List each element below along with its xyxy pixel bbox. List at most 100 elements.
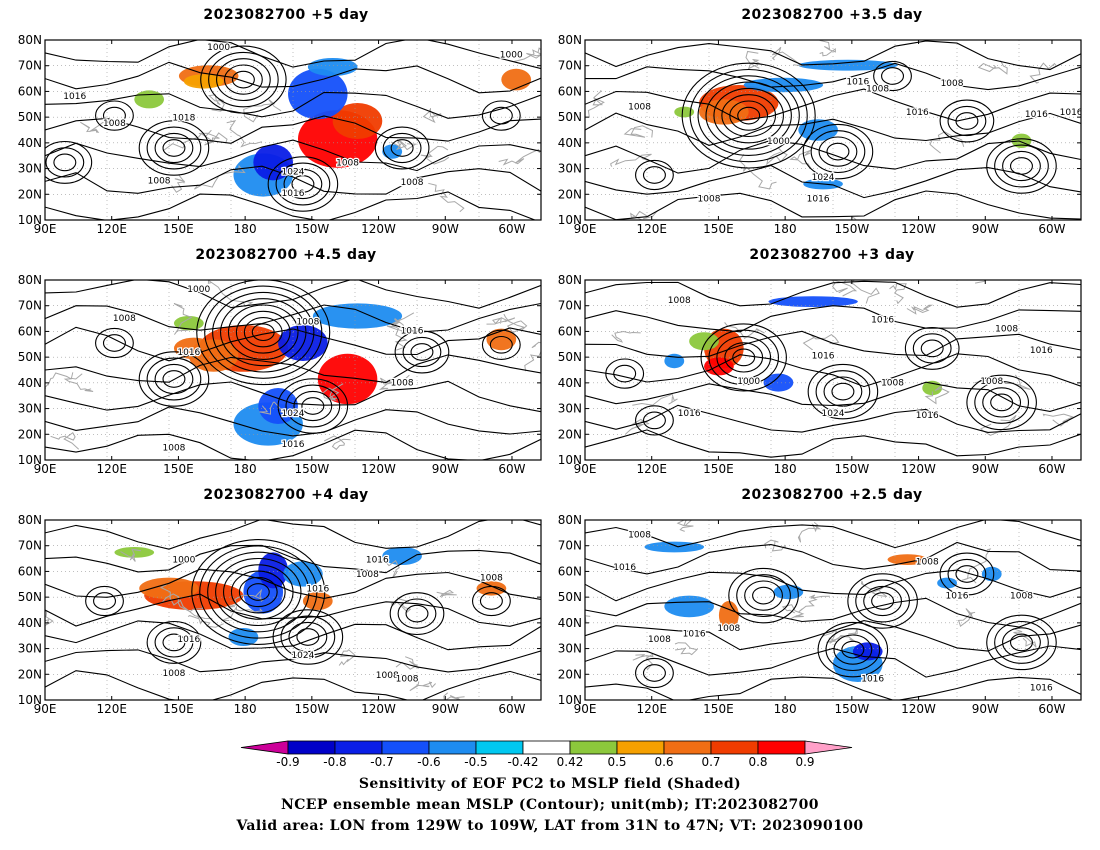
lat-label: 40N [558,136,582,150]
panel-title-3: 2023082700 +4.5 day [195,247,377,263]
isobar-contour [1009,633,1033,652]
isobar-contour [45,380,541,413]
panel-title-4: 2023082700 +3 day [749,247,915,263]
coastline [797,522,822,543]
isobar-contour [585,520,1081,549]
coastline [367,557,400,579]
isobar-contour [737,106,761,125]
contour-label: 1000 [737,377,760,387]
lon-label: 180 [774,222,797,236]
sensitivity-shading [887,554,928,565]
isobar-contour [708,329,780,386]
isobar-contour [251,323,275,342]
isobar-contour [994,144,1049,188]
lon-label: 60W [498,222,525,236]
coastline [222,605,263,621]
sensitivity-shading [689,332,719,351]
isobar-contour [585,139,1081,174]
lat-label: 50N [18,350,42,364]
isobar-contour [227,304,299,360]
isobar-contour [199,545,318,639]
isobar-contour [705,81,792,150]
contour-label: 1000 [207,43,230,53]
sensitivity-shading [114,547,155,558]
lon-label: 60W [498,702,525,716]
isobar-contour [815,370,871,414]
coastline [378,374,410,391]
contour-label: 1008 [980,377,1003,387]
lat-label: 10N [18,693,42,707]
contour-label: 1008 [717,624,740,634]
isobar-contour [585,429,1081,458]
contour-label: 1024 [282,167,305,177]
isobar-contour [881,67,905,85]
isobar-contour [713,87,784,144]
contour-label: 1008 [480,574,503,584]
lon-label: 120E [636,222,667,236]
isobar-contour [481,100,521,131]
isobar-contour [966,374,1037,431]
isobar-contour [994,620,1049,664]
coastline [391,312,415,351]
isobar-contour [95,327,134,359]
coastline [632,653,654,671]
sensitivity-shading [763,373,794,392]
isobar-contour [374,126,430,170]
isobar-contour [732,348,756,367]
lat-label: 30N [18,642,42,656]
isobar-contour [1009,157,1033,175]
map-frame [584,39,1082,221]
isobar-contour [45,139,541,172]
colorbar-label: -0.8 [323,755,346,769]
coastline [826,628,858,643]
coastline [843,280,880,304]
contour-label: 1008 [916,557,939,567]
contour-label: 1008 [628,103,651,113]
coastline [674,642,699,656]
isobar-contour [45,115,541,144]
isobar-contour [146,126,202,170]
lat-label: 40N [18,376,42,390]
sensitivity-shading [798,119,838,141]
coastline [723,322,765,339]
lon-label: 90W [972,462,999,476]
isobar-contour [873,60,912,92]
lat-label: 50N [18,590,42,604]
isobar-contour [955,112,979,130]
isobar-contour [825,628,881,672]
isobar-contour [216,58,271,102]
isobar-contour [823,376,863,407]
isobar-contour [402,336,442,368]
lat-label: 80N [18,33,42,47]
isobar-contour [288,621,328,653]
lon-label: 120E [636,462,667,476]
contour-label: 1008 [881,379,904,389]
sensitivity-shading [773,584,804,600]
contour-label: 1008 [163,669,186,679]
colorbar-label: 0.7 [701,755,720,769]
isobar-contour [635,159,674,191]
lat-label: 30N [18,402,42,416]
coastline [338,649,356,666]
contour-label: 1016 [916,411,939,421]
coastline [611,330,641,343]
lat-label: 50N [558,350,582,364]
isobar-contour [871,592,895,610]
isobar-contour [990,393,1014,412]
lat-label: 70N [558,299,582,313]
coastline [171,174,186,193]
lon-label: 120E [96,462,127,476]
sensitivity-shading [312,303,403,329]
isobar-contour [238,576,278,608]
isobar-contour [489,106,513,125]
sensitivity-shading [258,552,289,589]
coastline [395,656,420,670]
map-frame [584,519,1082,701]
isobar-contour [246,583,270,601]
isobar-contour [585,353,1081,388]
isobar-contour [955,565,979,583]
isobar-contour [585,40,1081,71]
lon-label: 150W [834,222,869,236]
